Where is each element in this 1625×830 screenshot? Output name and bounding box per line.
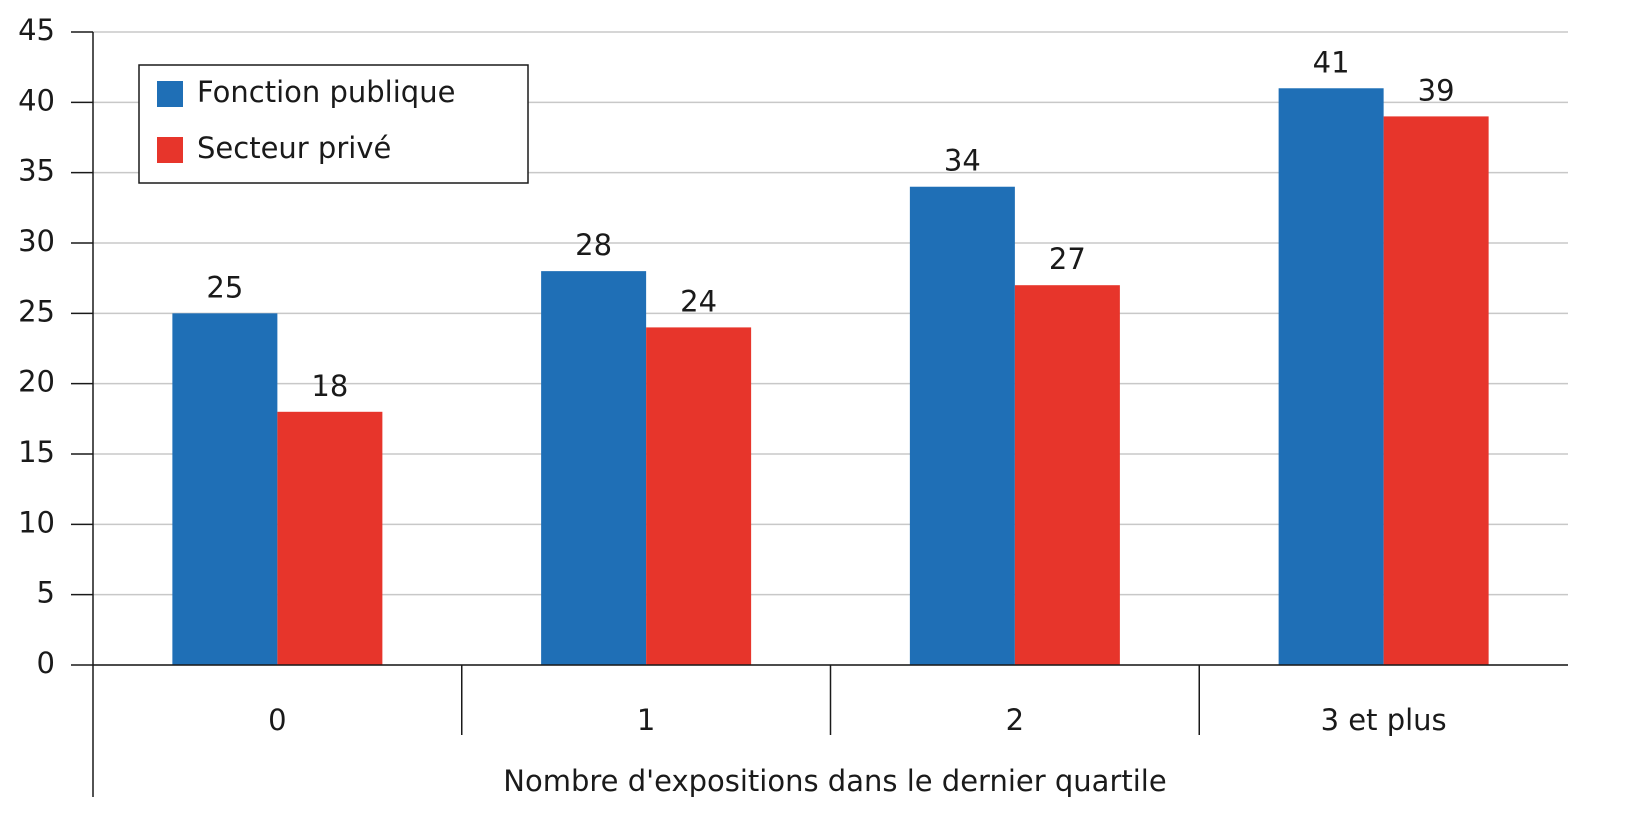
- y-tick-label: 10: [18, 505, 55, 539]
- x-tick-label: 2: [1006, 703, 1024, 737]
- legend-box: [138, 64, 529, 184]
- legend-label: Fonction publique: [197, 75, 455, 109]
- data-label: 39: [1418, 73, 1455, 107]
- bar: [172, 313, 278, 665]
- y-tick-label: 45: [18, 13, 55, 47]
- y-tick-label: 25: [18, 294, 55, 328]
- y-tick-label: 5: [37, 576, 55, 610]
- x-tick-label: 1: [637, 703, 655, 737]
- bar: [1383, 116, 1489, 665]
- data-label: 34: [944, 144, 981, 178]
- legend-swatch: [157, 81, 183, 107]
- bar: [646, 327, 752, 665]
- bar: [277, 411, 383, 665]
- data-label: 25: [206, 270, 243, 304]
- x-tick-label: 3 et plus: [1321, 703, 1447, 737]
- x-tick-label: 0: [268, 703, 286, 737]
- data-label: 27: [1049, 242, 1086, 276]
- y-tick-label: 0: [37, 646, 55, 680]
- legend-label: Secteur privé: [197, 131, 391, 165]
- data-label: 18: [311, 369, 348, 403]
- y-tick-label: 20: [18, 365, 55, 399]
- y-tick-label: 35: [18, 154, 55, 188]
- data-label: 24: [680, 284, 717, 318]
- bar: [1014, 285, 1120, 665]
- data-label: 41: [1313, 45, 1350, 79]
- bar: [541, 271, 647, 665]
- legend-swatch: [157, 137, 183, 163]
- data-label: 28: [575, 228, 612, 262]
- bar: [909, 186, 1015, 665]
- y-tick-label: 30: [18, 224, 55, 258]
- y-tick-label: 15: [18, 435, 55, 469]
- x-axis-label: Nombre d'expositions dans le dernier qua…: [503, 764, 1166, 798]
- bar: [1278, 88, 1384, 666]
- y-tick-label: 40: [18, 83, 55, 117]
